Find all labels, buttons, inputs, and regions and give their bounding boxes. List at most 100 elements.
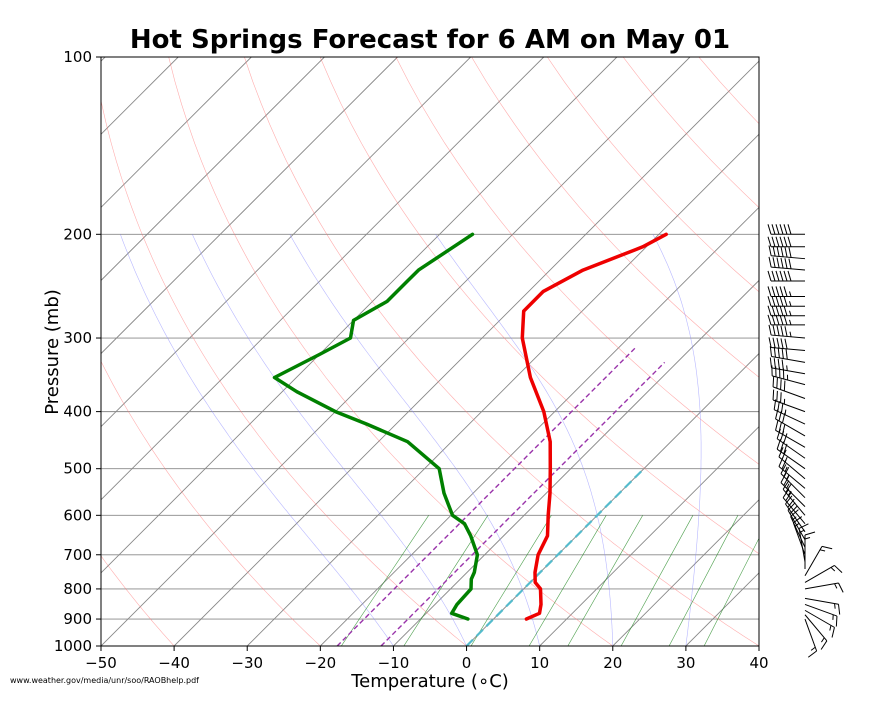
wind-barb-flag [775, 286, 780, 297]
wind-barb-flag [785, 495, 793, 505]
wind-barb-half-flag [789, 291, 792, 297]
wind-barb-flag [790, 509, 799, 517]
temperature-line [520, 232, 668, 621]
dry-adiabat-line [471, 57, 759, 378]
wind-barb-flag [780, 392, 782, 403]
wind-barb-flag [773, 399, 777, 410]
wind-barb-flag [783, 286, 788, 297]
wind-barb-flag [837, 604, 841, 615]
isotherm-line [612, 499, 759, 646]
wind-barb-flag [785, 348, 788, 360]
moist-adiabat-line [652, 234, 702, 646]
y-tick-label: 400 [63, 403, 92, 421]
wind-barb [780, 464, 806, 499]
x-tick-label: −10 [378, 654, 410, 672]
wind-barb-flag [779, 441, 785, 452]
wind-barb [767, 286, 805, 297]
wind-barb-staff [780, 473, 806, 499]
wind-barb-half-flag [799, 529, 805, 533]
wind-barb-flag [779, 296, 784, 307]
wind-barb-flag [775, 420, 779, 431]
wind-barb-staff [771, 255, 806, 260]
dry-adiabat-line [547, 57, 759, 293]
wind-barb-half-flag [789, 331, 792, 337]
y-tick-label: 500 [63, 460, 92, 478]
wind-barb-flag [771, 270, 776, 282]
wind-barb-flag [777, 347, 780, 358]
wind-barb-flag [776, 390, 778, 402]
isotherm-line [320, 206, 759, 646]
moist-adiabat-line [120, 234, 394, 646]
wind-barb [768, 337, 806, 352]
wind-barb-flag [781, 459, 787, 470]
dry-adiabat-line [244, 57, 759, 646]
wind-barb [768, 256, 806, 271]
wind-barb-flag [820, 640, 828, 650]
wind-barb-flag [775, 236, 780, 247]
wind-barb-staff [772, 375, 806, 386]
wind-barb-flag [771, 296, 776, 307]
wind-barb-half-flag [786, 483, 790, 489]
x-tick-label: −20 [305, 654, 337, 672]
wind-barb-staff [776, 448, 806, 470]
wind-barb-flag [771, 224, 776, 235]
wind-barb-half-flag [787, 490, 792, 496]
wind-barb-flag [787, 224, 792, 235]
wind-barb-half-flag [830, 567, 836, 572]
wind-barb [804, 531, 816, 569]
isotherm-line [832, 57, 881, 646]
wind-barb-flag [838, 582, 844, 593]
wind-barb-staff [804, 603, 838, 617]
y-tick-label: 900 [63, 610, 92, 628]
wind-barb-staff [775, 418, 806, 437]
wind-barb [804, 545, 833, 577]
wind-barb-flag [785, 491, 792, 502]
y-tick-label: 200 [63, 225, 92, 243]
wind-barb-flag [787, 270, 792, 282]
wind-barb [782, 480, 806, 516]
wind-barb-staff [772, 386, 806, 399]
wind-barb-flag [778, 447, 784, 458]
isotherm-line [101, 57, 471, 428]
mixing-ratio-line [528, 515, 607, 646]
isotherm-line [101, 57, 325, 282]
wind-barb-flag [789, 505, 798, 515]
wind-barb-flag [780, 257, 784, 269]
mixing-ratio-line [567, 515, 643, 646]
wind-barb-staff [772, 399, 806, 413]
wind-barb-flag [775, 314, 780, 326]
wind-barb [772, 389, 806, 413]
wind-barb-flag [772, 389, 775, 401]
wind-barb-flag [779, 305, 784, 316]
wind-barb-half-flag [820, 637, 825, 643]
isotherm-line [101, 57, 545, 501]
wind-barb-flag [767, 224, 772, 235]
wind-barb-flag [788, 247, 792, 258]
wind-barb [771, 365, 806, 386]
wind-barb-staff [804, 597, 839, 605]
parcel-a-line [336, 345, 638, 646]
wind-barb [768, 324, 806, 339]
wind-barb-flag [783, 380, 786, 391]
source-note: www.weather.gov/media/unr/soo/RAOBhelp.p… [10, 676, 199, 685]
wind-barb-flag [783, 305, 788, 316]
wind-barb [778, 447, 806, 480]
wind-barb [804, 614, 828, 650]
dry-adiabat-line [101, 555, 175, 646]
wind-barb-flag [788, 258, 792, 269]
wind-barb-flag [768, 337, 772, 348]
y-tick-label: 700 [63, 546, 92, 564]
dry-adiabat-line [319, 57, 759, 555]
wind-barb-half-flag [789, 310, 792, 316]
wind-barb-flag [767, 270, 772, 282]
wind-barb-flag [775, 296, 780, 307]
x-tick-label: 40 [749, 654, 768, 672]
y-tick-label: 300 [63, 329, 92, 347]
wind-barb [767, 224, 805, 235]
wind-barb-flag [767, 314, 772, 326]
wind-barb-flag [783, 443, 788, 454]
wind-barb-staff [771, 367, 806, 375]
wind-barb-flag [783, 476, 790, 486]
wind-barb [767, 270, 805, 282]
x-tick-label: −50 [85, 654, 117, 672]
